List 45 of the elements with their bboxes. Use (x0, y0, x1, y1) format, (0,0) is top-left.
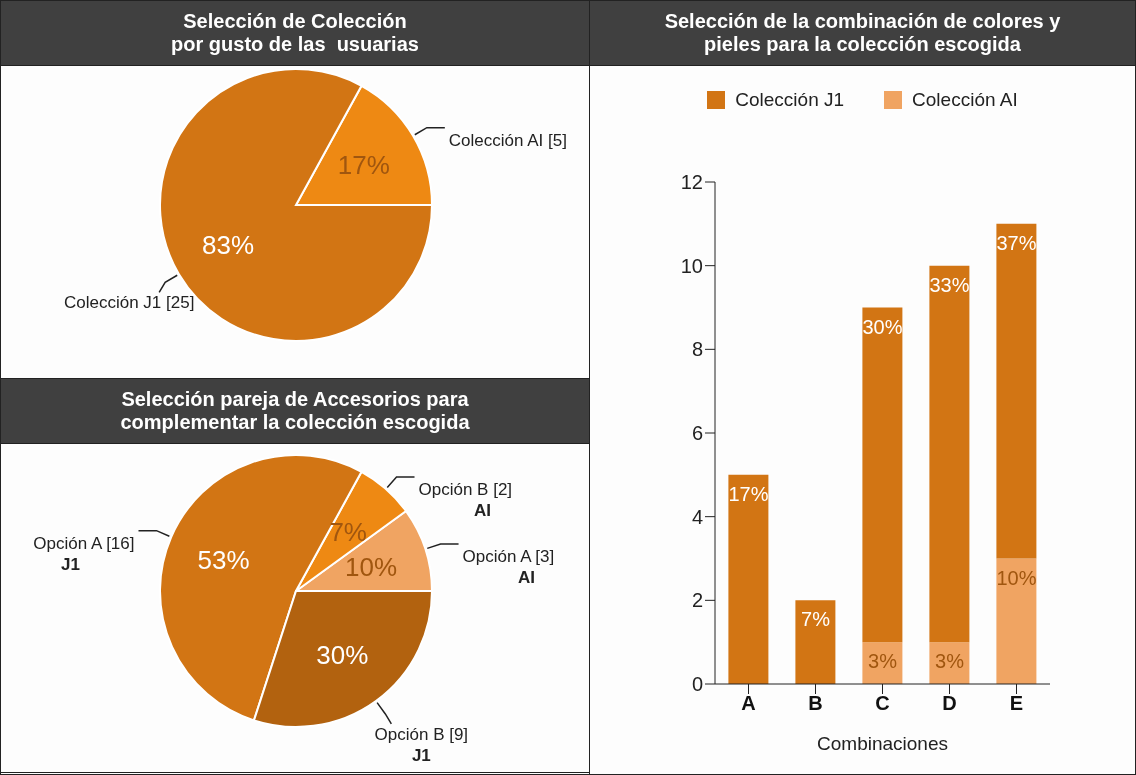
legend-label: Colección AI (912, 89, 1018, 111)
y-tick-label: 12 (680, 171, 703, 194)
x-tick-label: A (741, 692, 756, 715)
y-tick-label: 2 (691, 589, 703, 612)
bar (996, 223, 1037, 559)
data-label: 30% (316, 639, 369, 670)
y-tick-label: 10 (680, 254, 703, 277)
bar (795, 600, 836, 684)
legend-label: Colección J1 (735, 89, 845, 111)
y-tick-label: 6 (691, 422, 703, 445)
bar (929, 265, 970, 643)
x-axis-title: Combinaciones (817, 733, 948, 754)
slice-label: Opción B [2] AI (418, 479, 513, 520)
annotation: 33% (929, 273, 970, 296)
data-label: 17% (337, 149, 390, 180)
data-label: 7% (329, 516, 367, 547)
annotation: 30% (862, 315, 903, 338)
bar (996, 558, 1037, 684)
annotation: 37% (996, 231, 1037, 254)
x-tick-label: D (942, 692, 957, 715)
data-label: 83% (202, 230, 255, 261)
data-label: 53% (197, 544, 250, 575)
chart-title: Selección de la combinación de colores y pieles para la colección escogida (663, 10, 1062, 56)
annotation: 3% (868, 650, 898, 673)
slice-label: Colección J1 [25] (63, 293, 195, 313)
chart-title: Selección pareja de Accesorios para complementar la colección escogida (119, 388, 471, 434)
annotation: 7% (801, 608, 831, 631)
x-tick-label: E (1009, 692, 1024, 715)
chart-title: Selección de Colección por gusto de las usuarias (170, 10, 420, 56)
pie-slice (159, 68, 433, 342)
y-tick-label: 4 (691, 505, 703, 528)
bar (862, 307, 903, 643)
data-label: 10% (345, 551, 398, 582)
y-tick-label: 0 (691, 673, 703, 696)
annotation: 10% (996, 566, 1037, 589)
annotation: 17% (728, 482, 769, 505)
slice-label: Colección AI [5] (448, 130, 567, 150)
y-tick-label: 8 (691, 338, 703, 361)
bar (728, 474, 769, 684)
slice-label: Opción B [9] J1 (374, 724, 469, 765)
slice-label: Opción A [16] J1 (33, 533, 135, 574)
slice-label: Opción A [3] AI (462, 547, 555, 588)
x-tick-label: B (808, 692, 823, 715)
annotation: 3% (935, 650, 965, 673)
x-tick-label: C (875, 692, 890, 715)
